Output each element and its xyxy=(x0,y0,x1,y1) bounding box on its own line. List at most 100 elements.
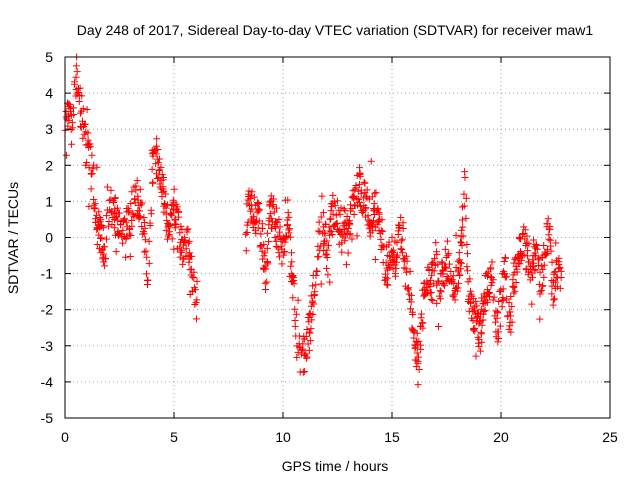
data-point xyxy=(140,230,148,238)
data-point xyxy=(463,240,471,248)
data-point xyxy=(285,226,293,234)
data-point xyxy=(261,249,269,257)
data-point xyxy=(367,157,375,165)
data-point xyxy=(245,187,253,195)
data-point xyxy=(141,219,149,227)
x-tick-label: 5 xyxy=(170,429,178,445)
data-point xyxy=(85,141,93,149)
data-point xyxy=(495,298,503,306)
data-point xyxy=(466,275,474,283)
data-point xyxy=(460,202,468,210)
data-point xyxy=(272,237,280,245)
data-point xyxy=(280,251,288,259)
data-point xyxy=(159,183,167,191)
data-point xyxy=(346,201,354,209)
data-point xyxy=(471,327,479,335)
data-point xyxy=(151,147,159,155)
data-point xyxy=(453,287,461,295)
data-point xyxy=(461,168,469,176)
data-point xyxy=(323,246,331,254)
data-point xyxy=(395,222,403,230)
data-point xyxy=(140,213,148,221)
data-point xyxy=(255,207,263,215)
data-point xyxy=(515,233,523,241)
data-point xyxy=(110,199,118,206)
y-tick-label: 2 xyxy=(45,157,53,173)
data-point xyxy=(389,265,397,273)
data-point xyxy=(397,214,405,222)
data-point xyxy=(530,236,538,244)
data-point xyxy=(362,204,370,212)
data-point xyxy=(160,174,168,182)
data-point xyxy=(402,265,410,273)
data-point xyxy=(256,243,264,251)
data-point xyxy=(303,354,311,362)
data-point xyxy=(456,272,464,280)
data-point xyxy=(337,204,345,212)
data-point xyxy=(499,285,507,293)
tick-labels: 0 5 10 15 20 25 -5 -4 -3 -2 -1 0 1 2 3 4 5 xyxy=(41,49,618,445)
data-point xyxy=(261,279,269,287)
data-point xyxy=(385,238,393,246)
data-point xyxy=(445,250,453,258)
data-point xyxy=(157,163,165,171)
data-point xyxy=(383,274,391,282)
data-point xyxy=(427,276,435,284)
data-point xyxy=(328,231,336,239)
data-point xyxy=(164,232,172,240)
data-point xyxy=(429,297,437,305)
data-point xyxy=(332,211,340,219)
data-point xyxy=(433,299,441,307)
data-point xyxy=(316,228,324,236)
data-point xyxy=(327,207,335,215)
data-point xyxy=(145,259,153,267)
data-point xyxy=(100,243,108,251)
data-point xyxy=(66,105,74,113)
data-point xyxy=(529,273,537,281)
data-point xyxy=(85,164,93,172)
data-point xyxy=(286,225,294,233)
data-point xyxy=(78,92,86,100)
data-point xyxy=(464,267,472,275)
data-point xyxy=(555,258,563,266)
data-point xyxy=(452,231,460,239)
data-point xyxy=(525,240,533,248)
data-point xyxy=(248,188,256,196)
data-point xyxy=(358,208,366,216)
data-point xyxy=(138,199,146,207)
data-point xyxy=(84,129,92,137)
data-point xyxy=(388,233,396,241)
data-point xyxy=(459,223,467,231)
data-point xyxy=(502,273,510,281)
data-point xyxy=(488,258,496,266)
data-point xyxy=(243,229,251,237)
data-point xyxy=(88,151,96,159)
data-point xyxy=(143,253,151,261)
data-point xyxy=(69,104,77,112)
data-point xyxy=(162,204,170,212)
data-point xyxy=(71,78,79,86)
data-point xyxy=(184,225,192,233)
data-point xyxy=(348,235,356,243)
data-point xyxy=(91,200,99,208)
data-point xyxy=(408,324,416,332)
data-point xyxy=(447,268,455,276)
data-point xyxy=(519,230,527,238)
data-point xyxy=(84,136,92,144)
data-point xyxy=(444,251,452,259)
data-point xyxy=(417,314,425,322)
data-point xyxy=(445,260,453,268)
data-point xyxy=(377,226,385,234)
data-point xyxy=(182,245,190,253)
data-point xyxy=(242,230,250,238)
data-point xyxy=(128,188,136,196)
data-point xyxy=(132,186,140,194)
data-point xyxy=(374,204,382,212)
data-point xyxy=(520,223,528,231)
data-point xyxy=(431,254,439,262)
data-point xyxy=(186,249,194,257)
data-point xyxy=(427,296,435,304)
data-point xyxy=(184,239,192,247)
data-point xyxy=(498,303,506,311)
y-tick-label: -5 xyxy=(41,410,54,426)
